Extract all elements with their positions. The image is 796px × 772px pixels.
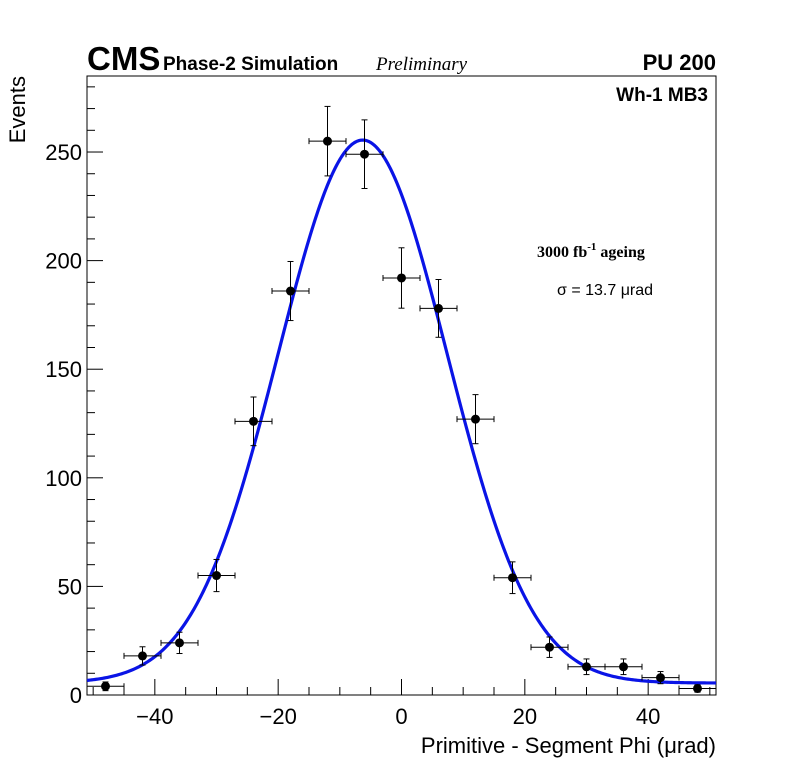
y-axis-title: Events <box>5 76 30 143</box>
data-point-group <box>530 636 569 658</box>
data-point <box>101 681 110 691</box>
y-tick-label: 50 <box>58 574 82 599</box>
data-point-group <box>308 105 347 177</box>
data-point-group <box>123 646 162 666</box>
y-tick-label: 150 <box>45 357 82 382</box>
data-point-group <box>345 119 384 190</box>
gaussian-fit-line <box>86 138 717 685</box>
x-tick-label: −40 <box>136 704 173 729</box>
data-point-group <box>234 396 273 447</box>
data-point-group <box>86 681 125 692</box>
y-tick-label: 0 <box>70 683 82 708</box>
data-point-group <box>419 279 458 338</box>
data-point <box>138 651 147 661</box>
data-point-group <box>604 658 643 676</box>
x-tick-label: 20 <box>513 704 537 729</box>
x-axis-title: Primitive - Segment Phi (μrad) <box>421 733 716 758</box>
data-point-group <box>678 683 717 693</box>
station-label: Wh-1 MB3 <box>616 85 708 106</box>
x-tick-label: −20 <box>260 704 297 729</box>
data-point <box>323 136 332 146</box>
ageing-exponent: -1 <box>587 241 596 253</box>
data-point <box>249 416 258 426</box>
data-point-group <box>382 247 421 309</box>
data-point-group <box>493 561 532 595</box>
y-tick-label: 250 <box>45 140 82 165</box>
data-point <box>212 571 221 581</box>
y-tick-label: 200 <box>45 249 82 274</box>
data-point <box>656 673 665 683</box>
data-point <box>360 149 369 159</box>
ageing-base: 3000 fb <box>537 244 587 261</box>
data-point <box>582 662 591 672</box>
phase2-simulation-label: Phase-2 Simulation <box>163 54 338 75</box>
data-point <box>471 414 480 424</box>
data-point-group <box>456 394 495 445</box>
data-point <box>693 683 702 693</box>
ageing-suffix: ageing <box>596 244 644 261</box>
sigma-label: σ = 13.7 μrad <box>557 282 653 299</box>
data-point-group <box>641 671 680 685</box>
data-point <box>619 662 628 672</box>
data-point <box>545 642 554 652</box>
x-tick-label: 40 <box>636 704 660 729</box>
data-point <box>397 273 406 283</box>
pileup-label: PU 200 <box>643 50 716 75</box>
ageing-label: 3000 fb-1 ageing <box>537 241 645 261</box>
data-point <box>175 638 184 648</box>
data-point <box>286 286 295 296</box>
data-point <box>508 573 517 583</box>
data-points <box>86 105 717 693</box>
data-point-group <box>160 631 199 655</box>
y-tick-label: 100 <box>45 466 82 491</box>
axes: −40 −20 0 20 40 0 50 100 150 200 250 <box>45 75 717 729</box>
fit-layer <box>86 138 717 685</box>
data-point-group <box>271 260 310 322</box>
x-tick-label: 0 <box>395 704 407 729</box>
data-point-group <box>197 558 236 593</box>
preliminary-label: Preliminary <box>375 54 468 75</box>
cms-label: CMS <box>87 40 160 77</box>
data-point <box>434 303 443 313</box>
plot-frame <box>86 75 717 696</box>
